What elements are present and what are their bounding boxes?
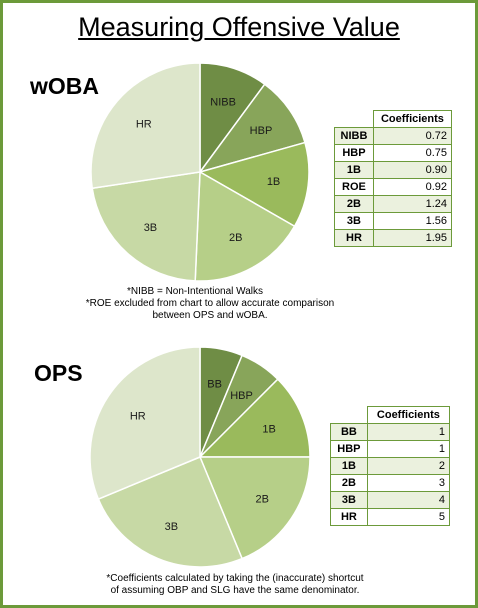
table-row: BB 1: [330, 423, 451, 441]
ops-slice-label-hbp: HBP: [230, 390, 253, 402]
table-row-label: 1B: [330, 457, 368, 475]
table-row-label: 1B: [334, 161, 374, 179]
woba-note-1: *NIBB = Non-Intentional Walks: [126, 286, 264, 297]
ops-table-header-row: Coefficients: [331, 406, 451, 424]
woba-pie-chart: NIBB HBP 1B 2B 3B HR: [90, 62, 310, 282]
table-row: HBP 0.75: [334, 144, 453, 162]
table-row: 2B 1.24: [334, 195, 453, 213]
table-row-value: 4: [366, 491, 451, 509]
table-row-label: 3B: [330, 491, 368, 509]
table-row-value: 1.56: [372, 212, 453, 230]
woba-slice-1b: [198, 141, 310, 228]
table-row: HR 5: [330, 508, 451, 526]
table-row-value: 1.95: [372, 229, 453, 247]
woba-slice-2b: [194, 170, 296, 282]
table-header-coefficients: Coefficients: [366, 406, 451, 424]
woba-note-2: *ROE excluded from chart to allow accura…: [85, 298, 335, 309]
ops-section-title: OPS: [34, 360, 83, 386]
woba-slice-label-nibb: NIBB: [210, 97, 236, 109]
woba-note-3: between OPS and wOBA.: [152, 310, 268, 321]
table-row: 1B 0.90: [334, 161, 453, 179]
table-row-label: HR: [334, 229, 374, 247]
ops-pie-chart: BB HBP 1B 2B 3B HR: [89, 346, 311, 568]
table-row-value: 0.90: [372, 161, 453, 179]
ops-slice-label-2b: 2B: [255, 494, 268, 506]
ops-coefficient-table: Coefficients BB 1 HBP 1 1B 2 2B 3 3B 4 HR 5: [330, 406, 451, 526]
table-row-label: 3B: [334, 212, 374, 230]
table-row-value: 2: [366, 457, 451, 475]
page-title: Measuring Offensive Value: [78, 12, 400, 42]
woba-section-title: wOBA: [30, 73, 99, 99]
woba-slice-hbp: [198, 83, 306, 174]
ops-slice-label-1b: 1B: [262, 423, 275, 435]
table-row-label: NIBB: [334, 127, 374, 145]
woba-slice-label-2b: 2B: [229, 232, 242, 244]
table-row-label: HBP: [330, 440, 368, 458]
table-row-value: 0.92: [372, 178, 453, 196]
table-row-value: 1: [366, 423, 451, 441]
ops-slice-label-3b: 3B: [165, 521, 178, 533]
ops-note-2: of assuming OBP and SLG have the same de…: [110, 585, 360, 596]
table-row-value: 0.72: [372, 127, 453, 145]
table-row-value: 1: [366, 440, 451, 458]
table-row: 3B 1.56: [334, 212, 453, 230]
woba-slice-label-3b: 3B: [144, 222, 157, 234]
ops-note-1: *Coefficients calculated by taking the (…: [106, 573, 364, 584]
table-row-value: 3: [366, 474, 451, 492]
woba-coefficient-table: Coefficients NIBB 0.72 HBP 0.75 1B 0.90 ROE 0.92…: [334, 110, 453, 247]
table-row-value: 5: [366, 508, 451, 526]
table-corner-cell: [335, 111, 374, 128]
table-row-label: BB: [330, 423, 368, 441]
woba-slice-label-hr: HR: [136, 119, 152, 131]
table-row-label: 2B: [334, 195, 374, 213]
table-row: 3B 4: [330, 491, 451, 509]
ops-slice-1b: [198, 378, 311, 458]
table-row-label: ROE: [334, 178, 374, 196]
table-row: HR 1.95: [334, 229, 453, 247]
table-row-value: 1.24: [372, 195, 453, 213]
table-row-label: HBP: [334, 144, 374, 162]
table-corner-cell: [331, 407, 368, 424]
woba-slice-label-hbp: HBP: [250, 125, 273, 137]
table-row: HBP 1: [330, 440, 451, 458]
table-row: NIBB 0.72: [334, 127, 453, 145]
table-header-coefficients: Coefficients: [372, 110, 453, 128]
table-row-label: HR: [330, 508, 368, 526]
table-row-value: 0.75: [372, 144, 453, 162]
woba-slice-3b: [91, 171, 201, 282]
table-row-label: 2B: [330, 474, 368, 492]
table-row: ROE 0.92: [334, 178, 453, 196]
table-row: 2B 3: [330, 474, 451, 492]
ops-slice-label-bb: BB: [207, 379, 222, 391]
woba-slice-label-1b: 1B: [267, 176, 280, 188]
ops-slice-label-hr: HR: [130, 410, 146, 422]
table-row: 1B 2: [330, 457, 451, 475]
woba-table-header-row: Coefficients: [335, 110, 453, 128]
ops-slice-hr: [89, 346, 201, 501]
woba-slice-hr: [90, 62, 201, 190]
ops-slice-2b: [198, 456, 311, 560]
